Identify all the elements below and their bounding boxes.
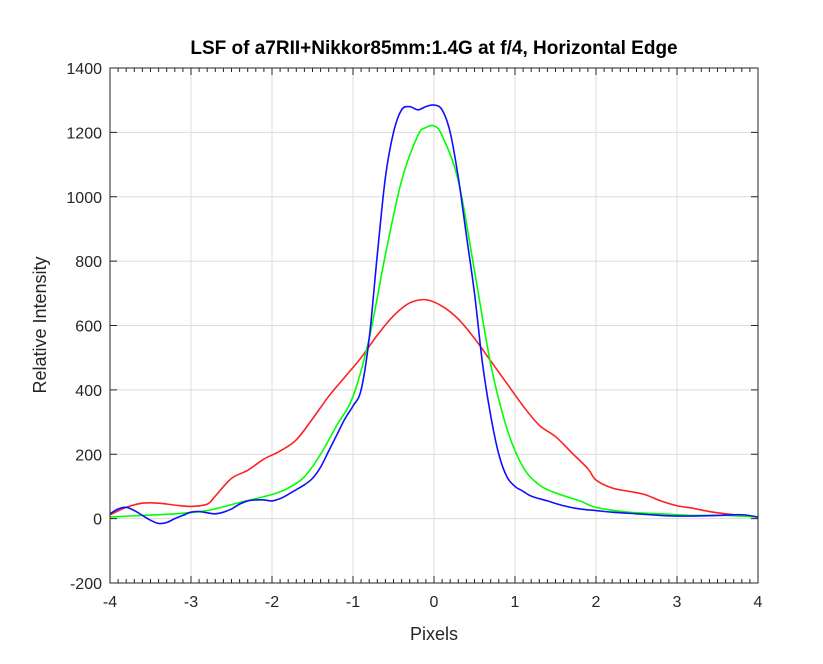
y-tick-label: 400 bbox=[75, 383, 102, 400]
series-lines bbox=[109, 104, 759, 525]
x-axis-label: Pixels bbox=[410, 624, 458, 644]
axis-ticks bbox=[109, 67, 759, 584]
y-axis-label: Relative Intensity bbox=[30, 256, 50, 393]
x-tick-label: -4 bbox=[103, 594, 117, 611]
y-tick-label: 600 bbox=[75, 319, 102, 336]
y-tick-label: 0 bbox=[93, 512, 102, 529]
x-tick-label: -1 bbox=[346, 594, 360, 611]
x-tick-label: -3 bbox=[184, 594, 198, 611]
y-tick-label: -200 bbox=[70, 576, 102, 593]
chart-title: LSF of a7RII+Nikkor85mm:1.4G at f/4, Hor… bbox=[190, 38, 677, 59]
x-tick-label: 3 bbox=[673, 594, 682, 611]
y-tick-label: 800 bbox=[75, 254, 102, 271]
blue-series-line bbox=[109, 104, 759, 525]
x-tick-label: 2 bbox=[592, 594, 601, 611]
y-tick-label: 1200 bbox=[66, 125, 102, 142]
x-tick-label: -2 bbox=[265, 594, 279, 611]
y-tick-label: 200 bbox=[75, 447, 102, 464]
red-series-line bbox=[109, 298, 759, 518]
green-series-line bbox=[109, 124, 759, 518]
grid-lines bbox=[110, 68, 758, 583]
y-tick-label: 1000 bbox=[66, 190, 102, 207]
x-tick-label: 0 bbox=[430, 594, 439, 611]
tick-labels: -4 -3 -2 -1 0 1 2 3 4 -200 0 200 400 600 800 1000 1200 14… bbox=[66, 61, 762, 611]
x-tick-label: 4 bbox=[754, 594, 763, 611]
x-tick-label: 1 bbox=[511, 594, 520, 611]
y-tick-label: 1400 bbox=[66, 61, 102, 78]
